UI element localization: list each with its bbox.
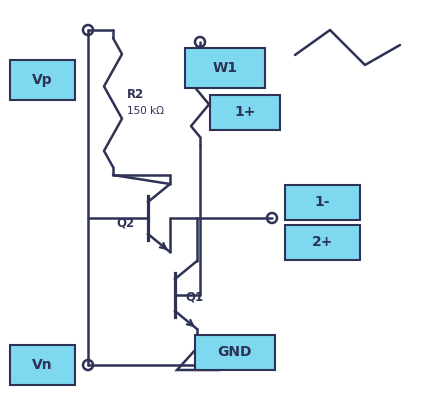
Bar — [184, 48, 264, 88]
Text: Q1: Q1 — [184, 290, 203, 303]
Bar — [284, 225, 359, 260]
Bar — [194, 335, 274, 370]
Bar — [10, 345, 75, 385]
Text: R2: R2 — [127, 88, 144, 101]
Text: Vn: Vn — [32, 358, 53, 372]
Bar — [284, 185, 359, 220]
Text: Vp: Vp — [32, 73, 53, 87]
Text: 2+: 2+ — [311, 235, 332, 249]
Text: R1: R1 — [214, 79, 231, 92]
Text: GND: GND — [217, 346, 252, 359]
Text: 1 kΩ: 1 kΩ — [214, 97, 237, 107]
Text: Q2: Q2 — [116, 216, 134, 229]
Text: 1-: 1- — [314, 195, 329, 209]
Text: 150 kΩ: 150 kΩ — [127, 105, 164, 116]
Bar — [210, 95, 279, 130]
Text: W1: W1 — [212, 61, 237, 75]
Text: 1+: 1+ — [234, 105, 255, 119]
Bar — [10, 60, 75, 100]
